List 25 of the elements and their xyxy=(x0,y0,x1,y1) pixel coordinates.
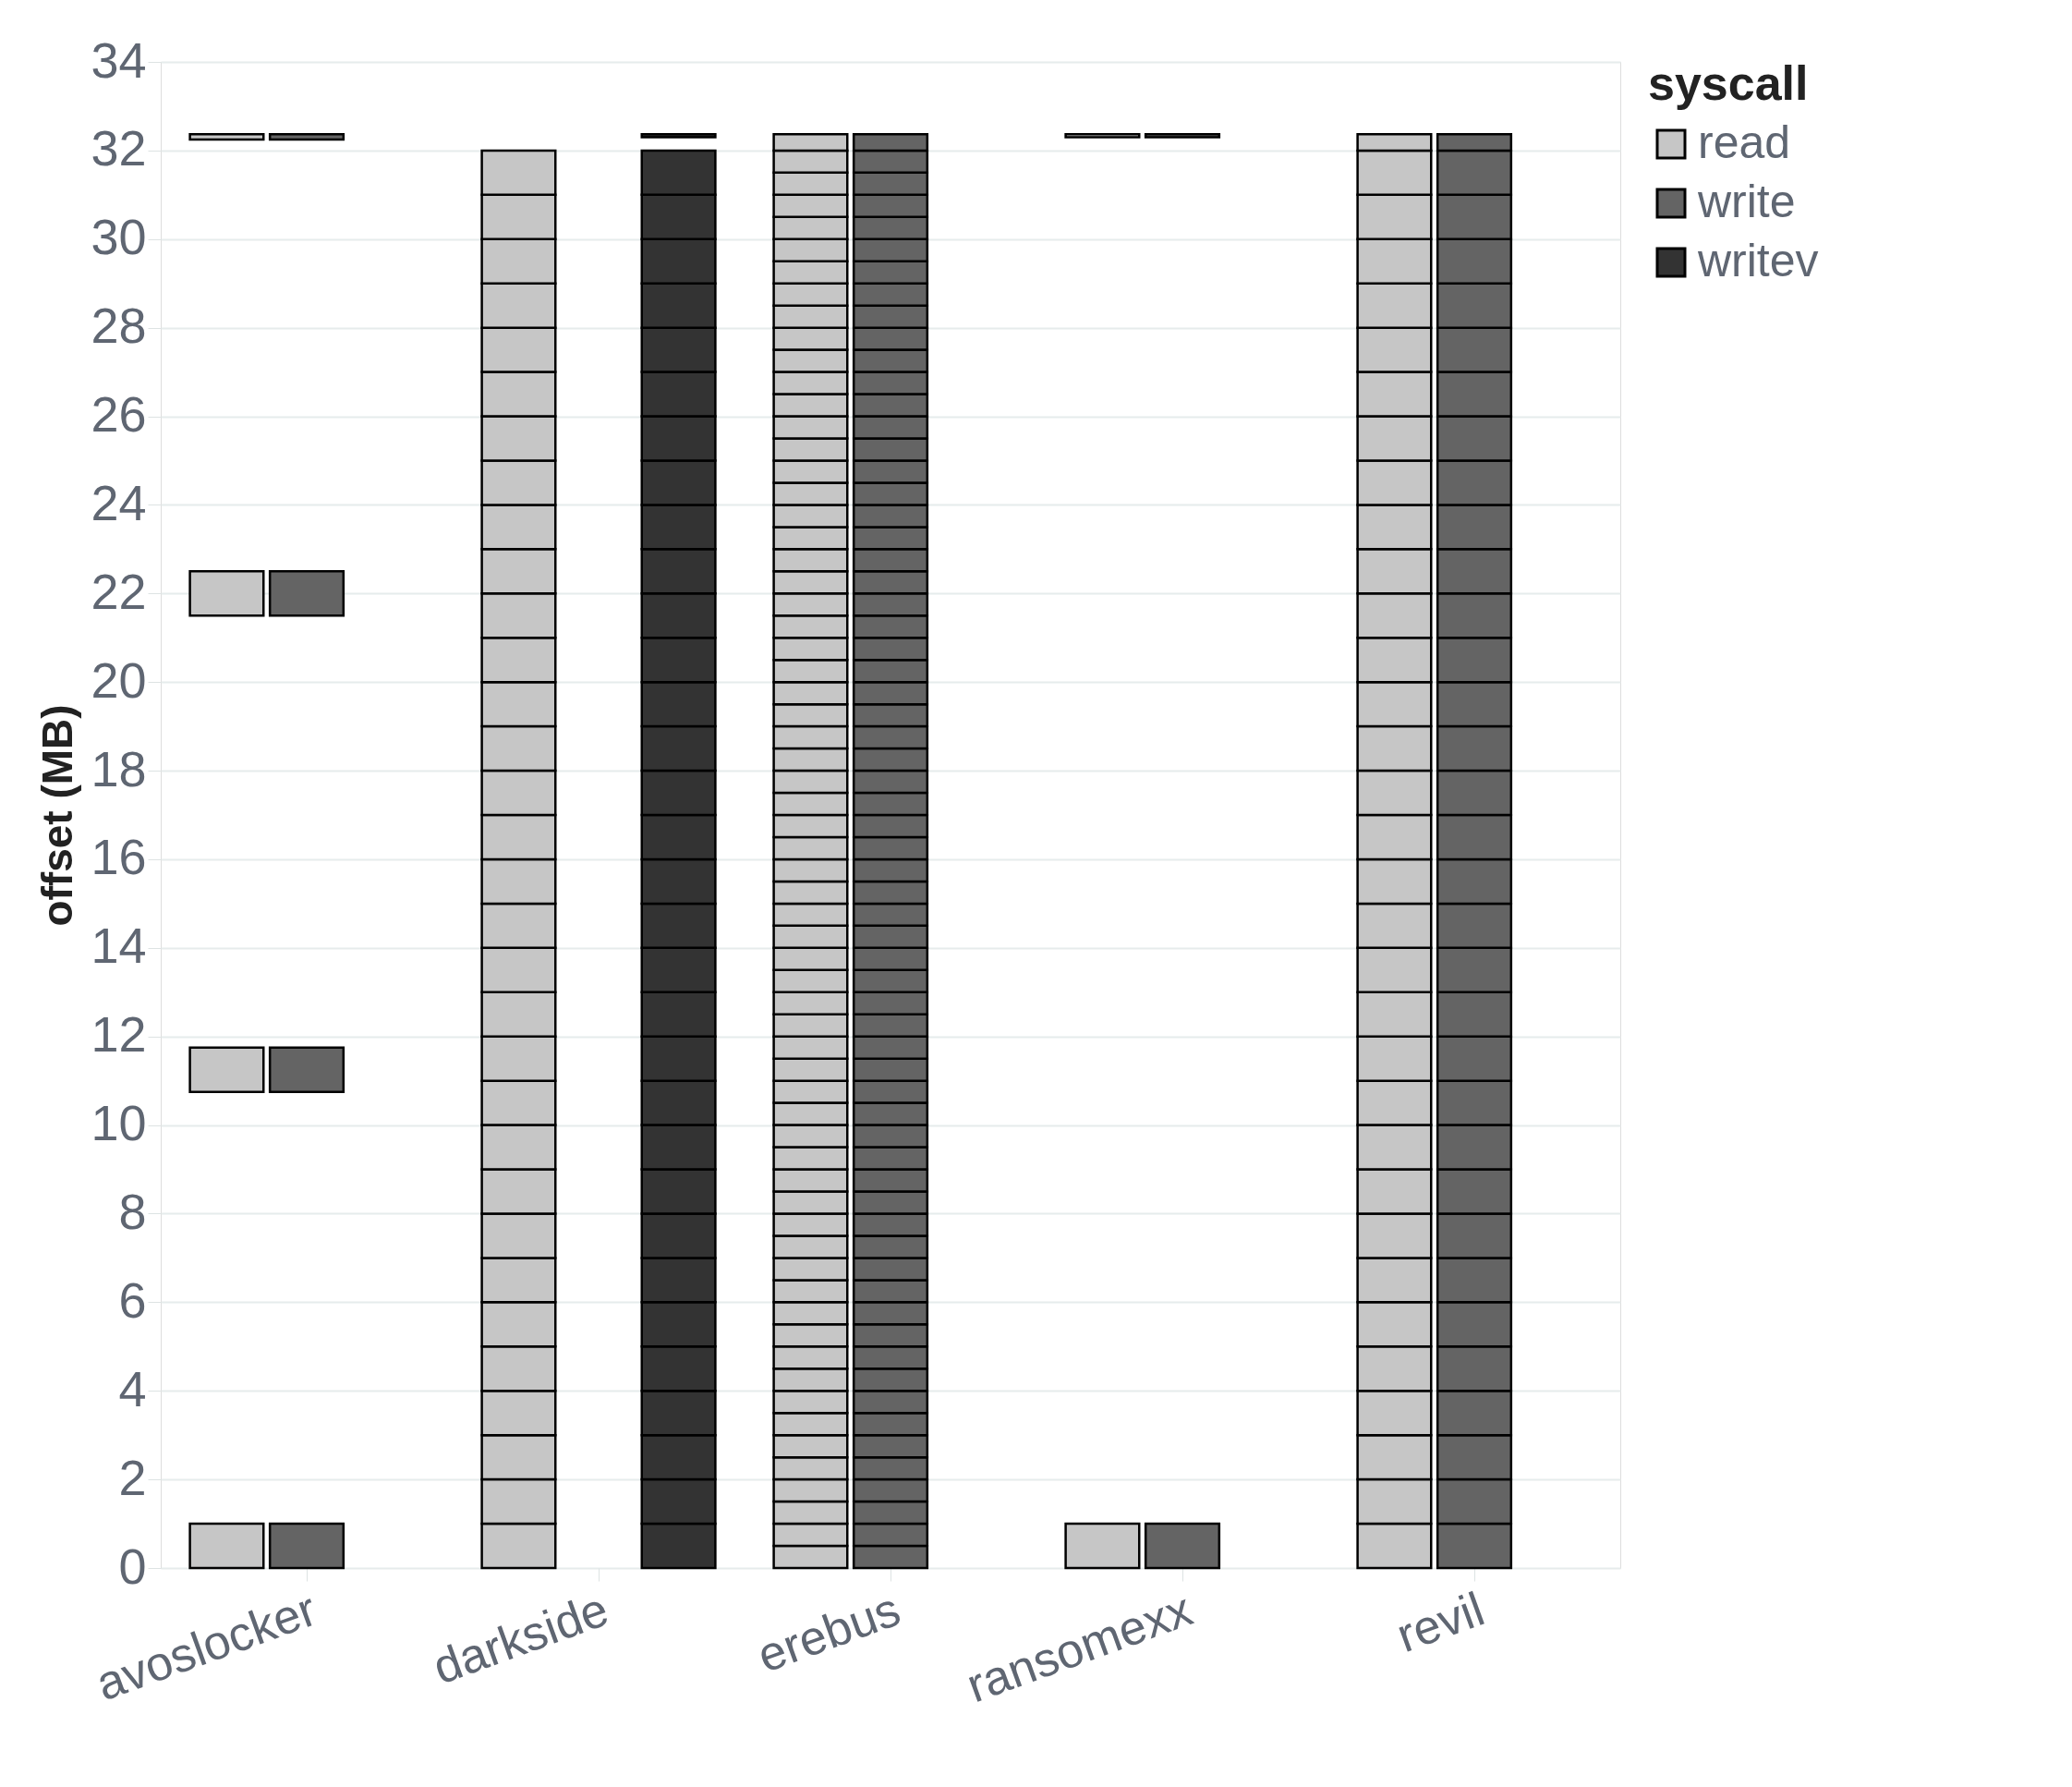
y-tick-label: 6 xyxy=(118,1271,147,1328)
x-tick-label: revil xyxy=(1389,1581,1491,1662)
y-tick-label: 18 xyxy=(91,740,147,796)
y-tick-label: 34 xyxy=(91,31,147,88)
legend-label: writev xyxy=(1697,235,1819,286)
legend-title: syscall xyxy=(1648,56,1809,110)
legend-label: read xyxy=(1698,116,1791,168)
y-tick-label: 16 xyxy=(91,829,147,885)
y-tick-label: 4 xyxy=(118,1360,147,1416)
y-tick-label: 26 xyxy=(91,386,147,443)
y-tick-label: 2 xyxy=(118,1449,147,1505)
y-tick-label: 8 xyxy=(118,1183,147,1239)
y-tick-label: 12 xyxy=(91,1006,147,1063)
y-tick-label: 22 xyxy=(91,563,147,619)
y-tick-label: 10 xyxy=(91,1095,147,1151)
y-tick-label: 0 xyxy=(118,1538,147,1594)
y-tick-label: 28 xyxy=(91,298,147,354)
y-tick-label: 30 xyxy=(91,209,147,265)
y-tick-label: 24 xyxy=(91,474,147,530)
y-tick-label: 14 xyxy=(91,918,147,974)
y-tick-label: 20 xyxy=(91,651,147,708)
y-axis-title: offset (MB) xyxy=(33,704,82,927)
legend-label: write xyxy=(1697,176,1796,227)
x-tick-label: erebus xyxy=(750,1581,907,1683)
y-tick-label: 32 xyxy=(91,120,147,176)
